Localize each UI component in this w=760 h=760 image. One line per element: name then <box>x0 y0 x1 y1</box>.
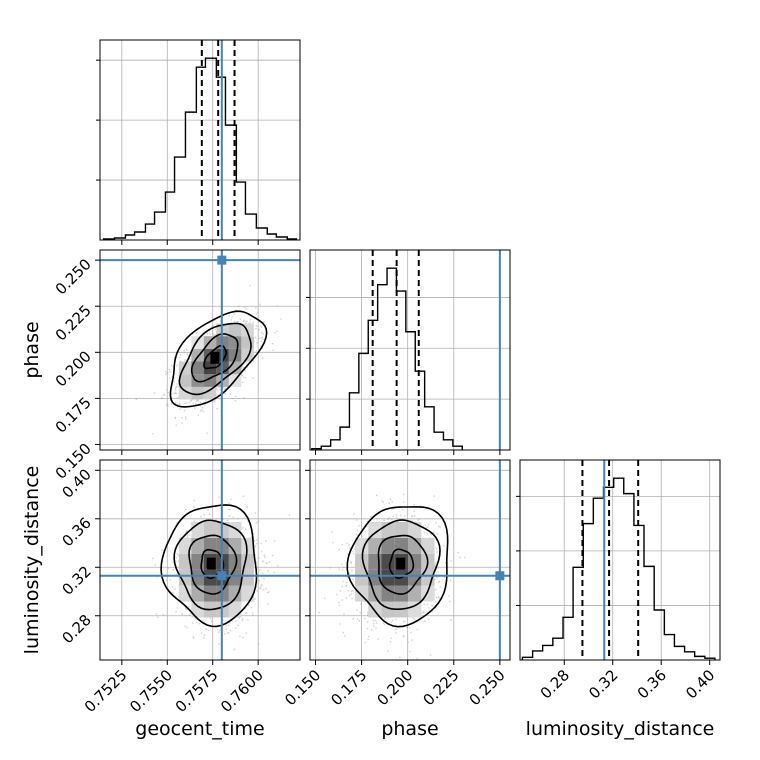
scatter-panel-inner <box>100 250 300 450</box>
density-cell <box>408 585 422 602</box>
density-cell <box>241 569 254 586</box>
density-cell <box>191 386 204 400</box>
contour-line-2 <box>361 519 441 610</box>
density-cell <box>241 537 254 554</box>
density-cell <box>191 569 204 586</box>
scatter-panel-inner <box>310 460 510 660</box>
density-peak <box>396 557 406 570</box>
density-cell <box>191 361 204 375</box>
hist-frame <box>309 249 511 451</box>
hist-frame <box>99 39 301 241</box>
density-cell <box>421 537 435 554</box>
density-cell <box>228 569 242 586</box>
density-cell <box>241 585 254 602</box>
density-cell <box>178 374 192 387</box>
density-cell <box>241 336 254 349</box>
y-axis-label-luminosity-distance: luminosity_distance <box>21 466 43 655</box>
contour-line-0 <box>203 344 227 370</box>
density-cell <box>228 521 242 538</box>
hist-step-luminosity_distance <box>521 477 716 660</box>
scatter-frame <box>309 459 511 661</box>
scatter-frame <box>99 249 301 451</box>
density-cell <box>228 601 242 618</box>
contour-line-3 <box>160 504 258 628</box>
density-cell <box>381 569 395 586</box>
density-cell <box>178 386 192 400</box>
density-cell <box>408 569 422 586</box>
density-cell <box>191 601 204 618</box>
hist-panel-phase <box>306 249 511 455</box>
scatter-panel-geocent_time-phase <box>95 249 301 455</box>
density-cell <box>408 521 422 538</box>
density-cell <box>191 374 204 387</box>
truth-marker <box>495 571 505 581</box>
hist-step-phase <box>311 267 463 450</box>
density-cell <box>228 553 242 570</box>
density-cell <box>203 521 217 538</box>
contour-line-2 <box>173 519 248 611</box>
scatter-panel-inner <box>100 460 300 660</box>
density-cell <box>228 348 242 362</box>
panels: 0.1500.1750.2000.2250.2500.280.320.360.4… <box>52 39 721 716</box>
density-cell <box>368 521 382 538</box>
truth-marker <box>217 255 227 265</box>
contour-line-3 <box>169 310 268 408</box>
density-peak <box>210 351 220 364</box>
density-cell <box>228 323 242 337</box>
density-cell <box>228 537 242 554</box>
x-axis-label-luminosity-distance: luminosity_distance <box>526 718 715 740</box>
density-cell <box>355 585 369 602</box>
density-cell <box>408 553 422 570</box>
contour-line-1 <box>190 333 239 383</box>
density-cell <box>381 537 395 554</box>
density-cell <box>178 585 192 602</box>
contour-line-2 <box>178 322 252 396</box>
hist-panel-geocent_time <box>96 39 301 245</box>
contour-line-0 <box>388 548 415 579</box>
density-cell <box>408 601 422 618</box>
density-peak <box>206 557 216 570</box>
density-cell <box>178 553 192 570</box>
hist-panel-luminosity_distance <box>516 459 721 665</box>
density-cell <box>355 569 369 586</box>
density-cell <box>228 585 242 602</box>
scatter-panel-phase-luminosity_distance <box>305 459 511 665</box>
density-cell <box>394 521 409 538</box>
y-axis-label-phase: phase <box>21 321 43 378</box>
density-cell <box>381 585 395 602</box>
contour-line-3 <box>346 506 449 628</box>
x-axis-label-phase: phase <box>381 718 438 740</box>
density-cell <box>203 386 217 400</box>
density-cell <box>178 537 192 554</box>
contour-line-1 <box>188 534 238 595</box>
hist-frame <box>519 459 721 661</box>
x-axis-label-geocent-time: geocent_time <box>135 718 264 740</box>
density-cell <box>355 553 369 570</box>
scatter-panel-geocent_time-luminosity_distance <box>95 459 301 665</box>
truth-marker <box>217 571 227 581</box>
density-cell <box>178 569 192 586</box>
density-cell <box>381 601 395 618</box>
scatter-frame <box>99 459 301 661</box>
density-cell <box>355 537 369 554</box>
scatter-points <box>152 495 291 651</box>
hist-step-geocent_time <box>102 57 298 240</box>
